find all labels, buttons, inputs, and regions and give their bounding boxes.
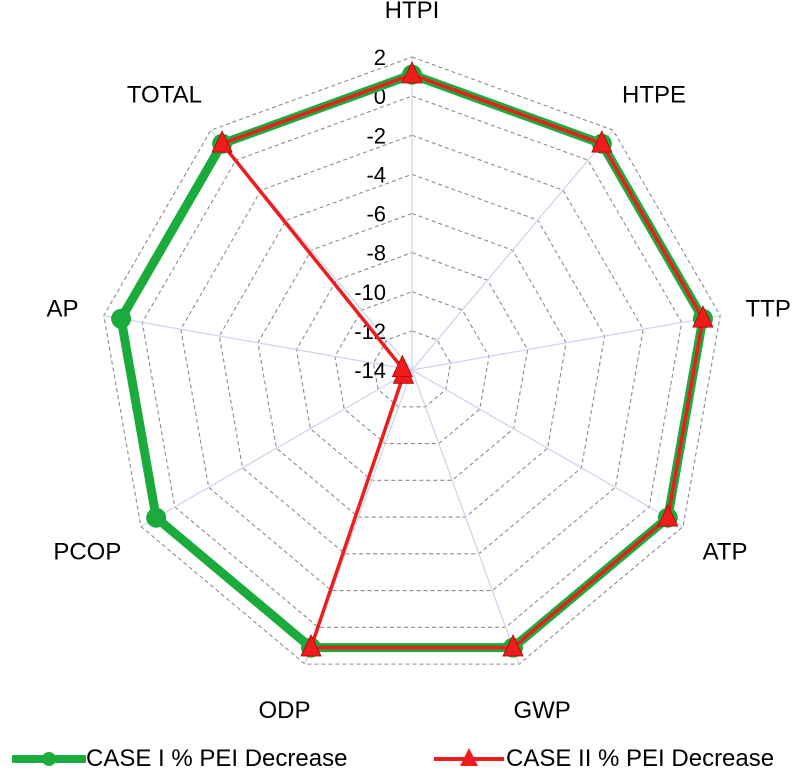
gridline-ring bbox=[141, 95, 683, 628]
category-label-htpi: HTPI bbox=[385, 0, 440, 24]
spoke-gwp bbox=[411, 369, 520, 665]
data-point-2-ttp bbox=[692, 305, 714, 328]
gridline-ring bbox=[372, 330, 452, 408]
data-point-1-ap bbox=[111, 308, 132, 329]
spoke-atp bbox=[411, 369, 684, 528]
gridline-ring bbox=[103, 56, 721, 665]
category-label-pcop: PCOP bbox=[53, 539, 121, 566]
legend-label-case-1: CASE I % PEI Decrease bbox=[86, 745, 348, 772]
tick-label: -8 bbox=[366, 241, 386, 266]
tick-label: -4 bbox=[366, 162, 386, 187]
tick-label: -2 bbox=[366, 123, 386, 148]
category-label-total: TOTAL bbox=[127, 81, 202, 108]
category-label-gwp: GWP bbox=[513, 697, 570, 724]
spoke-htpe bbox=[411, 129, 614, 371]
radar-grid bbox=[103, 56, 721, 665]
legend-symbol-case-2 bbox=[434, 748, 504, 766]
radar-chart: 20-2-4-6-8-10-12-14 HTPIHTPETTPATPGWPODP… bbox=[46, 0, 790, 724]
data-point-2-ap bbox=[391, 354, 414, 378]
legend-item-case-2: CASE II % PEI Decrease bbox=[432, 738, 774, 780]
legend-symbol-case-1 bbox=[12, 752, 86, 766]
category-labels: HTPI HTPE TTP ATP GWP ODP PCOP AP TOTAL bbox=[46, 0, 790, 724]
series-layer bbox=[111, 61, 714, 658]
radial-axis-ticks: 20-2-4-6-8-10-12-14 bbox=[354, 45, 386, 383]
tick-label: -6 bbox=[366, 202, 386, 227]
spoke-ap bbox=[103, 315, 413, 371]
data-point-2-gwp bbox=[502, 634, 524, 657]
spoke-ttp bbox=[411, 315, 721, 371]
gridline-ring bbox=[295, 252, 529, 481]
tick-label: -10 bbox=[354, 280, 386, 305]
data-point-2-odp bbox=[300, 634, 322, 657]
gridline-ring bbox=[180, 134, 644, 592]
data-point-2-htpe bbox=[591, 130, 613, 153]
data-point-1-pcop bbox=[146, 507, 167, 528]
legend-label-case-2: CASE II % PEI Decrease bbox=[506, 745, 775, 772]
category-label-ttp: TTP bbox=[746, 295, 791, 322]
tick-label: 2 bbox=[374, 45, 386, 70]
series-line-2 bbox=[220, 72, 705, 650]
category-label-atp: ATP bbox=[703, 539, 748, 566]
category-label-odp: ODP bbox=[259, 697, 311, 724]
legend-item-case-1: CASE I % PEI Decrease bbox=[12, 738, 347, 780]
category-label-htpe: HTPE bbox=[622, 81, 686, 108]
gridline-ring bbox=[218, 173, 606, 555]
data-point-2-atp bbox=[657, 504, 679, 527]
data-point-2-total bbox=[211, 130, 233, 153]
legend: CASE I % PEI Decrease CASE II % PEI Decr… bbox=[0, 738, 808, 780]
series-2 bbox=[211, 61, 714, 657]
data-point-2-htpi bbox=[401, 61, 423, 84]
spoke-pcop bbox=[140, 369, 413, 528]
gridline-ring bbox=[334, 291, 490, 445]
tick-label: -14 bbox=[354, 358, 386, 383]
category-label-ap: AP bbox=[46, 295, 78, 322]
